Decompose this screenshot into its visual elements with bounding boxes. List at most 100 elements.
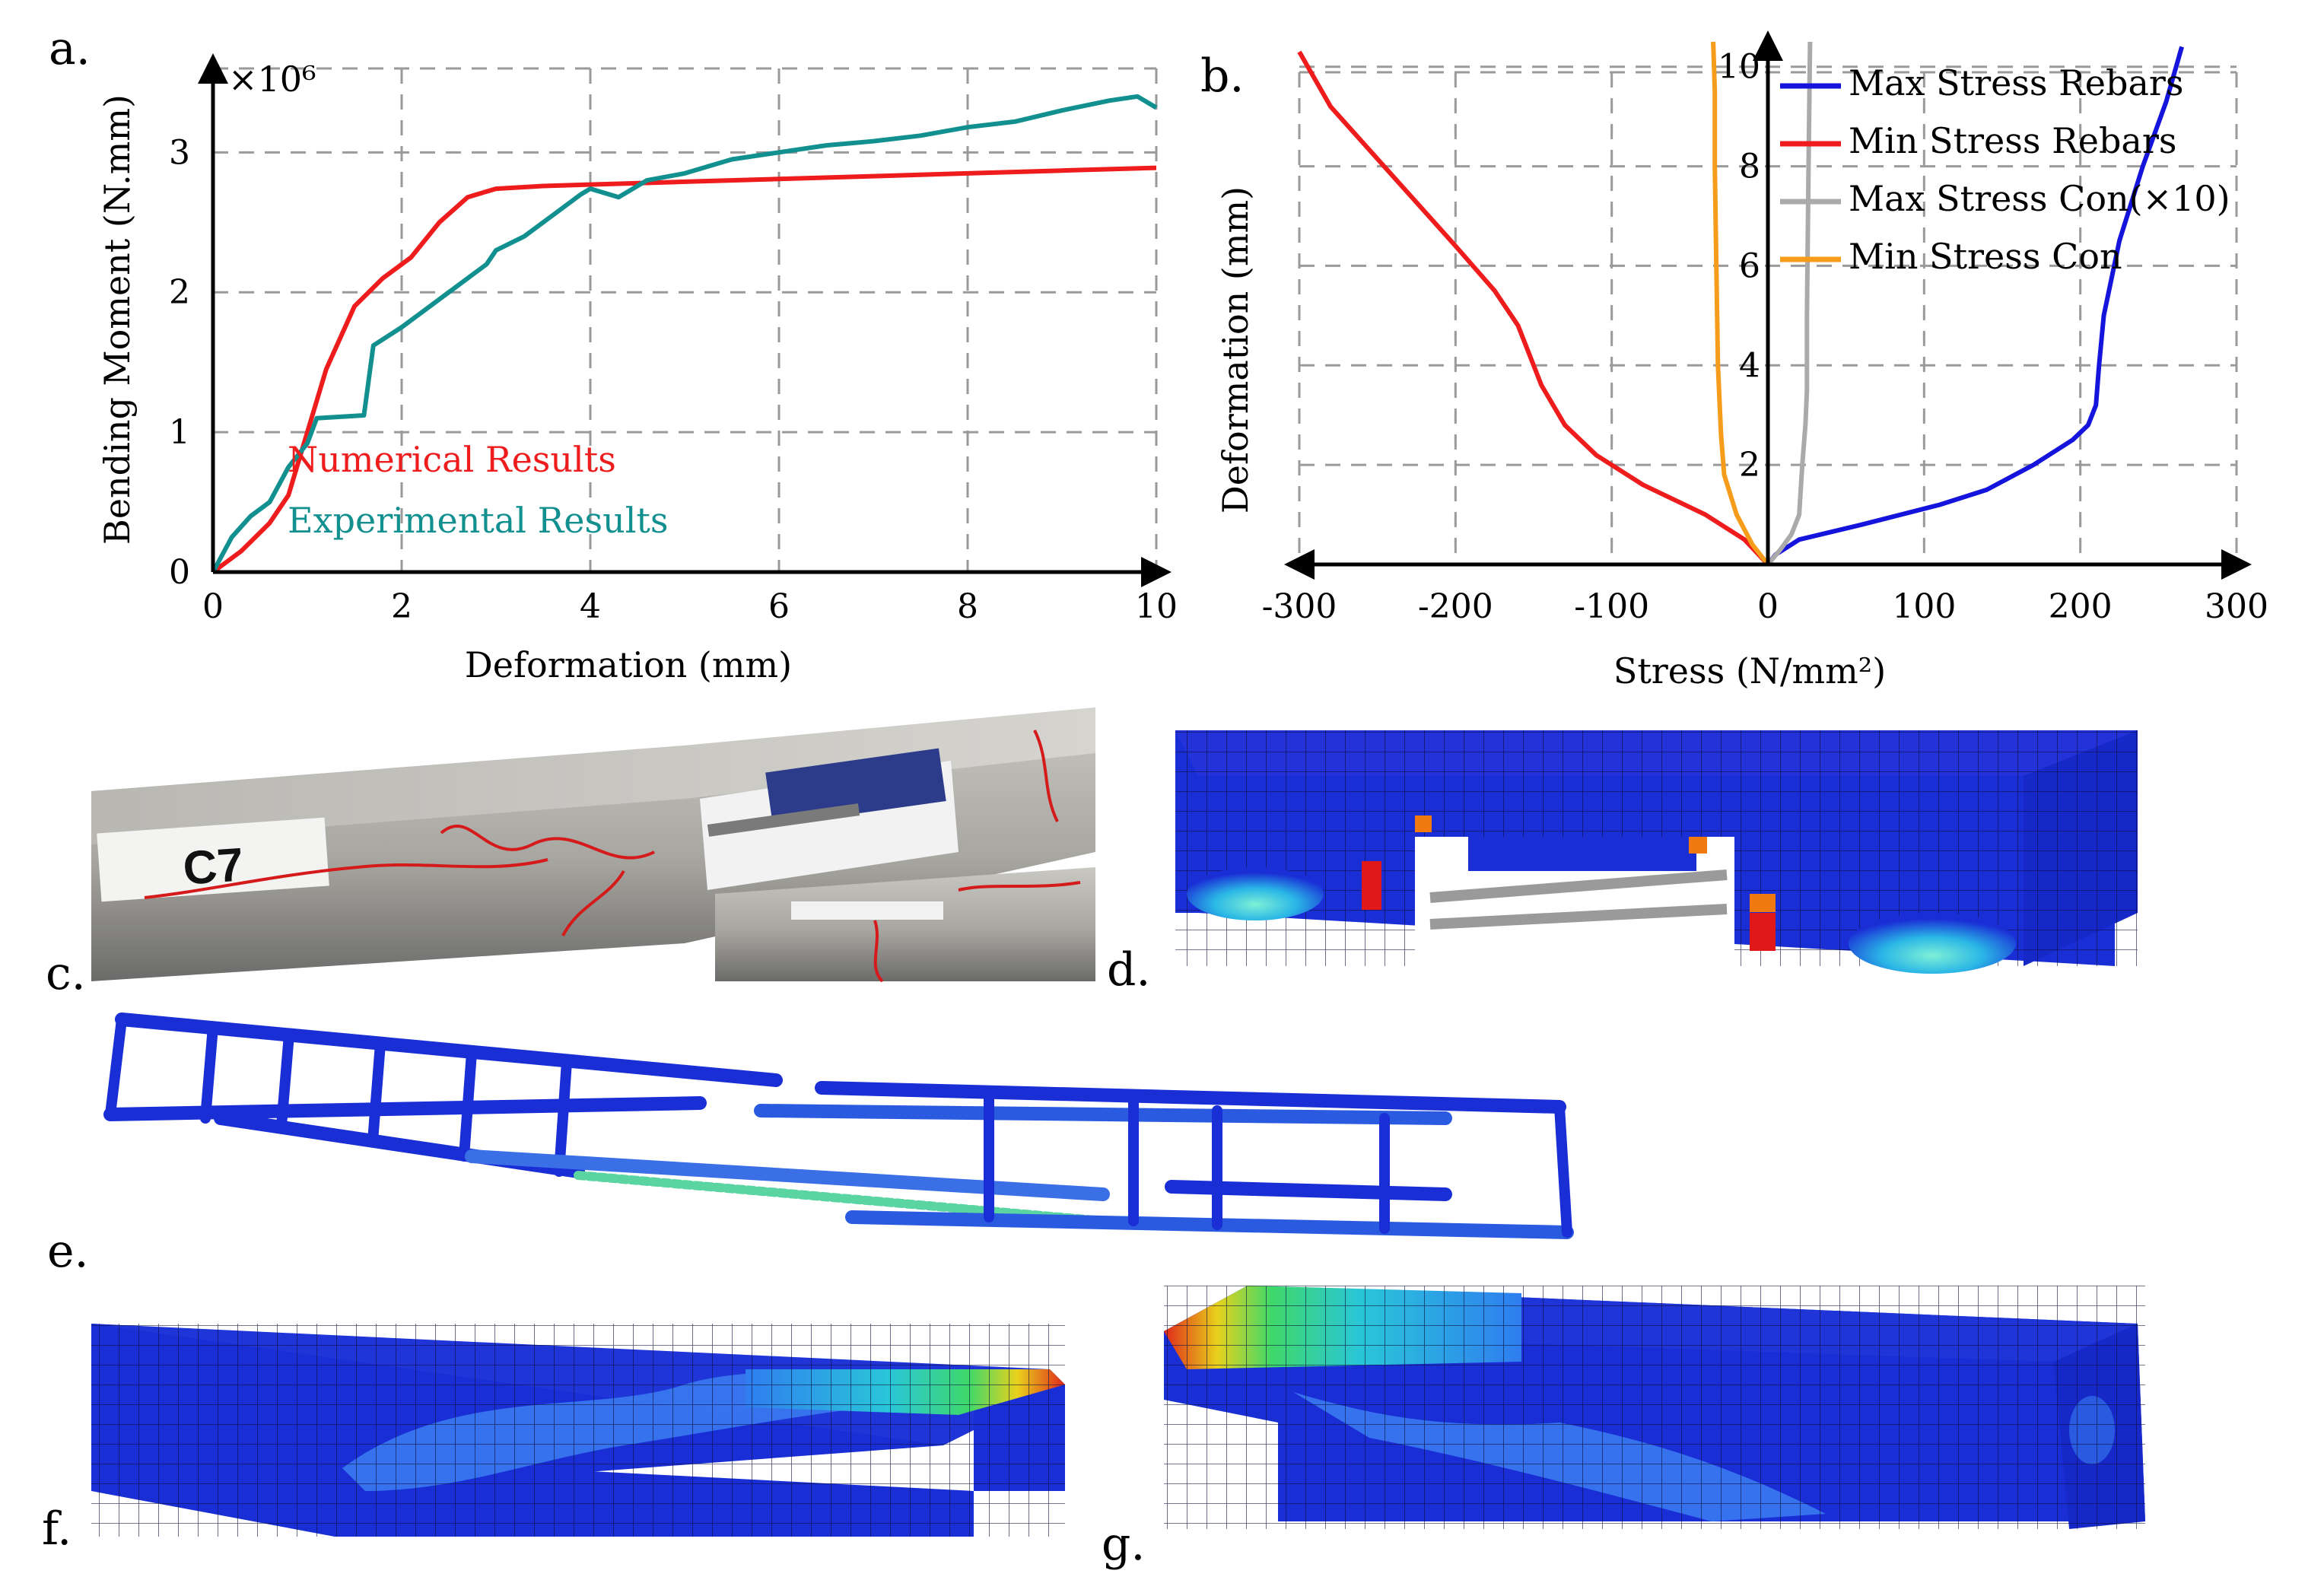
y-tick-label: 2 xyxy=(169,273,190,312)
y-tick-label: 2 xyxy=(1739,446,1760,485)
x-tick-label: -200 xyxy=(1418,587,1493,626)
fe-model-d: d. xyxy=(1107,730,2138,997)
cage-stirrup xyxy=(459,1048,477,1162)
panel-label-c: c. xyxy=(46,947,86,1000)
chart-a-ylabel: Bending Moment (N.mm) xyxy=(97,94,138,545)
splice-device xyxy=(765,748,946,825)
x-tick-label: -300 xyxy=(1262,587,1337,626)
cage-stirrup xyxy=(276,1029,294,1131)
legend-min-con: Min Stress Con xyxy=(1849,236,2122,277)
fe-stress-zone xyxy=(1849,913,2016,974)
cage-bar xyxy=(103,1096,707,1121)
crack-mark xyxy=(958,881,1081,892)
chart-a: a. 0 2 4 6 8 10 0 1 2 3 ×10⁶ Deformation (mm) Ben… xyxy=(49,22,1178,685)
x-tick-label: 10 xyxy=(1135,587,1178,626)
chart-b: b. -300 -200 -100 0 100 200 300 2 4 6 8 10 Deformat… xyxy=(1200,30,2268,691)
series-max-rebar xyxy=(1766,46,2184,566)
y-tick-label: 8 xyxy=(1739,148,1760,186)
chart-a-ticks: 0 2 4 6 8 10 0 1 2 3 xyxy=(169,133,1178,626)
chart-a-axes xyxy=(198,53,1172,587)
cage-bar xyxy=(845,1210,1574,1239)
fe-hotspot xyxy=(1415,815,1432,832)
chart-a-series xyxy=(211,94,1158,574)
chart-b-series xyxy=(1297,41,2184,567)
chart-b-legend: Max Stress Rebars Min Stress Rebars Max St… xyxy=(1780,62,2230,277)
fe-rebar xyxy=(1429,869,1728,903)
x-tick-label: 4 xyxy=(580,587,601,626)
x-tick-label: 0 xyxy=(1757,587,1779,626)
chart-b-ylabel: Deformation (mm) xyxy=(1215,186,1256,513)
chart-b-axes xyxy=(1284,30,2252,580)
splice-rod xyxy=(707,803,860,837)
cage-stirrup xyxy=(1554,1102,1572,1238)
chart-b-xlabel: Stress (N/mm²) xyxy=(1613,650,1886,691)
x-tick-label: 300 xyxy=(2205,587,2268,626)
y-tick-label: 4 xyxy=(1739,346,1760,385)
crack-mark xyxy=(144,858,548,899)
series-min-rebar xyxy=(1297,50,1770,567)
fe-beam-g: g. xyxy=(1102,1286,2145,1571)
panel-label-d: d. xyxy=(1107,943,1150,997)
fe-rebar xyxy=(1429,904,1728,930)
fe-hotspot xyxy=(1689,837,1707,854)
photo-c: C7 c. xyxy=(46,707,1095,1000)
y-tick-label: 6 xyxy=(1739,246,1760,285)
y-tick-label: 0 xyxy=(169,553,190,592)
fe-hotspot xyxy=(1362,861,1381,910)
cage-bar xyxy=(105,1014,127,1120)
fe-hotspot xyxy=(1750,894,1776,912)
panel-label-b: b. xyxy=(1200,49,1244,103)
series-min-con xyxy=(1711,41,1770,566)
crack-mark xyxy=(1033,730,1059,822)
chart-a-grid xyxy=(213,67,1158,572)
crack-mark xyxy=(561,870,625,936)
crack-mark xyxy=(440,825,655,860)
splice-coupler xyxy=(574,1171,1108,1226)
beam-top-face xyxy=(91,707,1095,844)
legend-experimental: Experimental Results xyxy=(288,500,669,541)
rebar-cage-e: e. xyxy=(47,1013,1574,1278)
legend-max-con: Max Stress Con(×10) xyxy=(1849,178,2230,219)
x-tick-label: 100 xyxy=(1892,587,1956,626)
x-tick-label: 2 xyxy=(391,587,412,626)
chart-a-multiplier: ×10⁶ xyxy=(228,59,316,100)
test-beam-photo: C7 xyxy=(91,707,1095,983)
beam-inset-notch xyxy=(791,901,943,920)
fe-stress-zone xyxy=(1187,867,1324,920)
y-tick-label: 1 xyxy=(169,413,190,452)
fe-mesh xyxy=(91,1324,1065,1537)
fe-notch-top xyxy=(1468,837,1696,871)
cage-bar xyxy=(754,1104,1452,1125)
fe-hotspot xyxy=(1750,913,1776,951)
legend-max-rebar: Max Stress Rebars xyxy=(1849,62,2183,103)
panel-label-g: g. xyxy=(1102,1518,1145,1571)
specimen-card xyxy=(97,817,329,902)
cage-bar xyxy=(115,1013,783,1087)
panel-label-f: f. xyxy=(42,1502,72,1556)
x-tick-label: -100 xyxy=(1574,587,1649,626)
x-tick-label: 6 xyxy=(768,587,790,626)
cage-bar xyxy=(815,1081,1566,1114)
panel-label-a: a. xyxy=(49,22,91,75)
fe-mesh xyxy=(1164,1286,2145,1529)
cage-stirrup xyxy=(200,1022,218,1124)
series-numerical xyxy=(211,165,1157,574)
y-tick-label: 10 xyxy=(1718,48,1760,87)
x-tick-label: 200 xyxy=(2049,587,2113,626)
beam-inset xyxy=(715,867,1095,981)
x-tick-label: 0 xyxy=(202,587,224,626)
crack-mark xyxy=(873,920,884,983)
legend-numerical: Numerical Results xyxy=(288,439,616,480)
chart-b-ticks: -300 -200 -100 0 100 200 300 2 4 6 8 10 xyxy=(1262,48,2268,626)
fe-beam-f: f. xyxy=(42,1324,1065,1556)
cage-stirrup xyxy=(367,1038,386,1146)
splice-bar xyxy=(465,1149,1110,1201)
y-tick-label: 3 xyxy=(169,133,190,172)
x-tick-label: 8 xyxy=(957,587,978,626)
chart-a-xlabel: Deformation (mm) xyxy=(465,644,792,685)
legend-min-rebar: Min Stress Rebars xyxy=(1849,120,2176,161)
panel-label-e: e. xyxy=(47,1225,89,1278)
series-experimental xyxy=(211,94,1158,574)
cage-stirrup xyxy=(554,1057,572,1177)
